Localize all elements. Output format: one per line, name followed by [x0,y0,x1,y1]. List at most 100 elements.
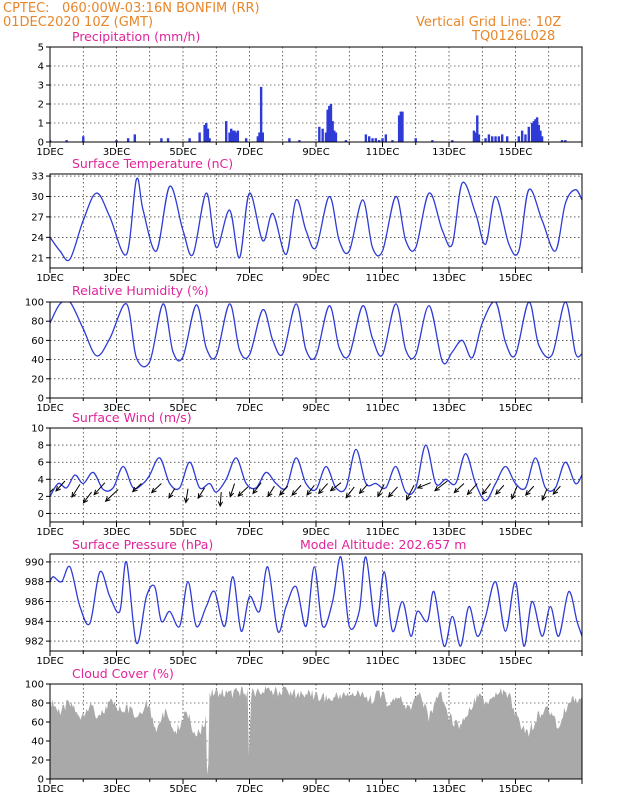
x-tick-label: 11DEC [366,784,400,795]
x-tick-label: 1DEC [36,273,63,284]
precip-bar [334,132,338,142]
x-tick-label: 3DEC [103,527,130,538]
grid [50,554,582,651]
precip-bar [235,132,238,142]
series-line [50,556,582,647]
plot-area [50,556,582,647]
y-tick-label: 990 [25,557,44,568]
series-line [50,302,582,368]
precip-bar [487,134,491,142]
x-tick-label: 1DEC [36,147,63,158]
precip-bar [228,132,231,142]
y-tick-label: 80 [31,317,44,328]
wind-vector [466,483,478,496]
x-tick-label: 11DEC [366,527,400,538]
precip-bar [377,140,381,142]
precip-bar [65,140,68,142]
y-tick-label: 100 [25,680,44,691]
wind-vector [183,488,190,504]
panel-6: Cloud Cover (%) 0 20 40 60 80 100 1DEC 3DEC 5DEC 7… [25,666,583,795]
precip-bar [524,134,527,142]
precip-bar [133,134,136,142]
precip-bar [431,140,434,142]
x-tick-label: 9DEC [302,403,329,414]
precip-bar [534,119,537,142]
x-tick-label: 3DEC [103,784,130,795]
x-tick-label: 13DEC [432,273,466,284]
grid [50,47,582,142]
precip-bar [230,128,233,142]
x-tick-label: 15DEC [499,527,533,538]
precip-bar [166,138,170,142]
panel-frame [49,301,583,399]
precip-bar [497,136,501,142]
header-model-code: TQ0126L028 [471,29,555,44]
precip-bar [530,123,534,142]
y-tick-label: 60 [31,718,44,729]
x-tick-label: 7DEC [236,147,263,158]
precip-bar [288,138,291,142]
panel-title: Relative Humidity (%) [72,283,209,298]
x-tick-label: 13DEC [432,656,466,667]
precip-bar [517,136,521,142]
wind-vector [278,485,289,496]
x-tick-label: 11DEC [366,147,400,158]
wind-vector [524,485,535,496]
precip-bar [324,132,328,142]
panels: Precipitation (mm/h) 0 1 2 3 4 5 1DEC 3DEC 5DEC 7D… [25,29,583,795]
precip-bar [205,123,208,142]
y-tick-label: 4 [38,62,44,73]
panel-frame [49,553,583,652]
wind-vector [104,489,119,503]
precip-bar [231,130,235,142]
wind-vector [387,486,398,498]
panel-frame [49,427,583,523]
precip-bar [451,140,454,142]
precip-bar [82,136,85,142]
x-tick-label: 9DEC [302,147,329,158]
y-tick-label: 0 [38,775,44,786]
precip-bar [208,138,211,142]
precip-bar [476,115,479,142]
x-tick-label: 11DEC [366,403,400,414]
x-tick-label: 11DEC [366,656,400,667]
precip-bar [520,130,524,142]
panel-title: Precipitation (mm/h) [72,29,200,44]
precip-bar [329,104,333,142]
precip-bar [501,134,504,142]
precip-bar [532,121,535,142]
precip-bar [381,138,384,142]
wind-vector [55,480,66,492]
x-tick-label: 9DEC [302,527,329,538]
x-tick-label: 13DEC [432,147,466,158]
wind-vector [71,484,81,498]
precip-bar [259,86,263,142]
plot-area [50,685,582,779]
x-tick-label: 9DEC [302,273,329,284]
x-tick-label: 3DEC [103,273,130,284]
x-tick-label: 13DEC [432,784,466,795]
panel-title: Surface Pressure (hPa) [72,537,213,552]
x-tick-label: 5DEC [169,527,196,538]
wind-vector [345,486,355,499]
precip-bar [505,136,509,142]
panel-title: Surface Wind (m/s) [72,410,192,425]
y-tick-label: 982 [25,637,44,648]
precip-bar [203,124,206,142]
precip-bar [328,105,331,142]
y-tick-label: 984 [25,617,44,628]
x-tick-label: 15DEC [499,656,533,667]
wind-vector [237,486,249,497]
y-tick-label: 0 [38,394,44,405]
precip-bar [539,130,542,142]
precip-bar [318,126,321,142]
precip-bar [374,138,378,142]
precip-bar [371,138,374,142]
y-tick-label: 0 [38,138,44,149]
wind-vector [131,483,142,493]
wind-vector [229,483,236,498]
precip-bar [244,138,248,142]
y-tick-label: 24 [31,233,44,244]
cloud-area [50,685,582,779]
